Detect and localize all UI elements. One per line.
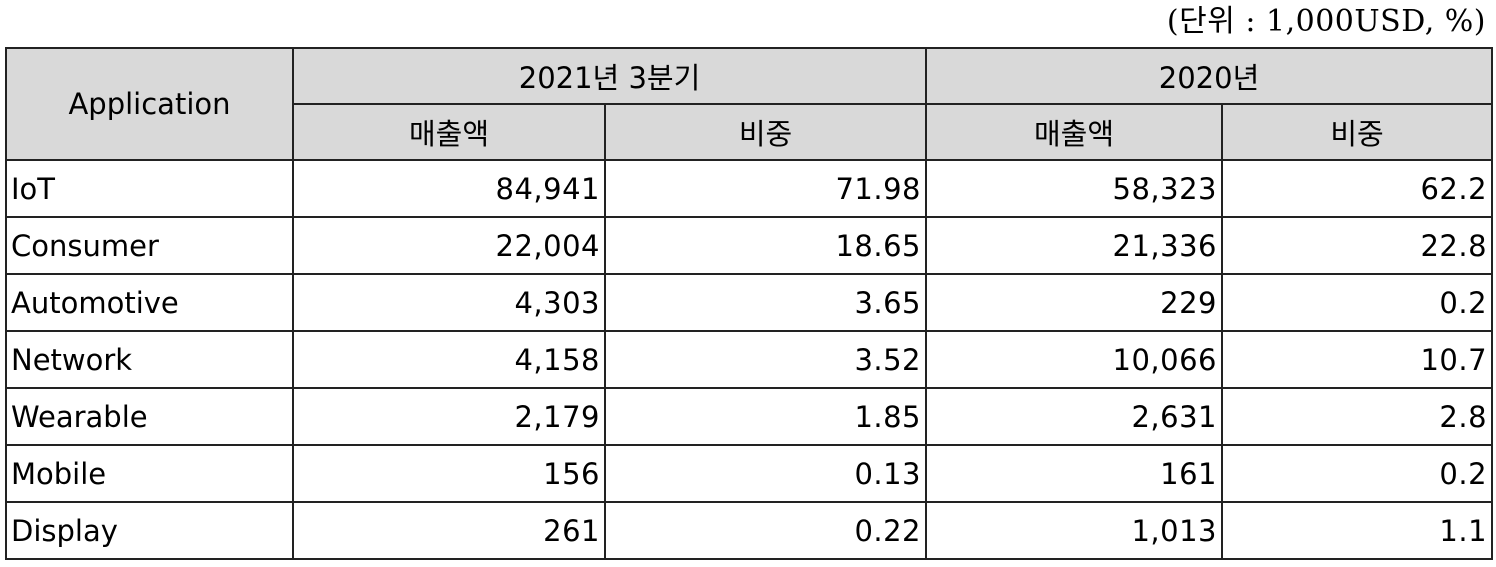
table-body: IoT 84,941 71.98 58,323 62.2 Consumer 22…	[5, 159, 1494, 560]
cell-application: Mobile	[5, 444, 294, 503]
cell-sales-2020: 1,013	[925, 501, 1224, 560]
header-share-2021q3: 비중	[603, 103, 928, 161]
cell-sales-2020: 10,066	[925, 330, 1224, 389]
cell-sales-2020: 161	[925, 444, 1224, 503]
cell-sales-2020: 2,631	[925, 387, 1224, 446]
table-row: Automotive 4,303 3.65 229 0.2	[5, 273, 1494, 332]
cell-share-2021q3: 18.65	[603, 216, 928, 275]
cell-sales-2021q3: 4,303	[292, 273, 606, 332]
table-row: IoT 84,941 71.98 58,323 62.2	[5, 159, 1494, 218]
cell-share-2020: 22.8	[1221, 216, 1494, 275]
cell-share-2020: 0.2	[1221, 273, 1494, 332]
cell-share-2020: 0.2	[1221, 444, 1494, 503]
cell-application: Wearable	[5, 387, 294, 446]
cell-sales-2020: 21,336	[925, 216, 1224, 275]
cell-share-2021q3: 71.98	[603, 159, 928, 218]
table-row: Display 261 0.22 1,013 1.1	[5, 501, 1494, 560]
cell-application: IoT	[5, 159, 294, 218]
header-row-metrics: 매출액 비중 매출액 비중	[6, 103, 1494, 161]
cell-sales-2021q3: 261	[292, 501, 606, 560]
header-share-2020: 비중	[1221, 103, 1494, 161]
cell-share-2021q3: 3.65	[603, 273, 928, 332]
cell-share-2021q3: 0.13	[603, 444, 928, 503]
header-row-periods: Application 2021년 3분기 2020년	[5, 47, 1494, 161]
cell-sales-2020: 58,323	[925, 159, 1224, 218]
table-header: Application 2021년 3분기 2020년 매출액 비중 매출액 비…	[5, 47, 1494, 161]
cell-share-2020: 62.2	[1221, 159, 1494, 218]
unit-note: (단위 : 1,000USD, %)	[1166, 4, 1486, 39]
cell-share-2020: 1.1	[1221, 501, 1494, 560]
cell-sales-2020: 229	[925, 273, 1224, 332]
cell-sales-2021q3: 2,179	[292, 387, 606, 446]
cell-sales-2021q3: 22,004	[292, 216, 606, 275]
header-application: Application	[5, 47, 294, 161]
cell-share-2021q3: 0.22	[603, 501, 928, 560]
cell-application: Network	[5, 330, 294, 389]
cell-sales-2021q3: 84,941	[292, 159, 606, 218]
cell-application: Display	[5, 501, 294, 560]
table-row: Wearable 2,179 1.85 2,631 2.8	[5, 387, 1494, 446]
header-period-2021q3: 2021년 3분기	[291, 47, 928, 105]
table-row: Mobile 156 0.13 161 0.2	[5, 444, 1494, 503]
cell-application: Automotive	[5, 273, 294, 332]
application-sales-table: Application 2021년 3분기 2020년 매출액 비중 매출액 비…	[5, 47, 1494, 560]
header-sales-2021q3: 매출액	[292, 103, 606, 161]
cell-share-2021q3: 1.85	[603, 387, 928, 446]
cell-share-2020: 10.7	[1221, 330, 1494, 389]
table-row: Network 4,158 3.52 10,066 10.7	[5, 330, 1494, 389]
header-period-2020: 2020년	[925, 47, 1494, 105]
cell-sales-2021q3: 4,158	[292, 330, 606, 389]
cell-sales-2021q3: 156	[292, 444, 606, 503]
cell-share-2020: 2.8	[1221, 387, 1494, 446]
cell-share-2021q3: 3.52	[603, 330, 928, 389]
header-sales-2020: 매출액	[925, 103, 1224, 161]
cell-application: Consumer	[5, 216, 294, 275]
table-row: Consumer 22,004 18.65 21,336 22.8	[5, 216, 1494, 275]
